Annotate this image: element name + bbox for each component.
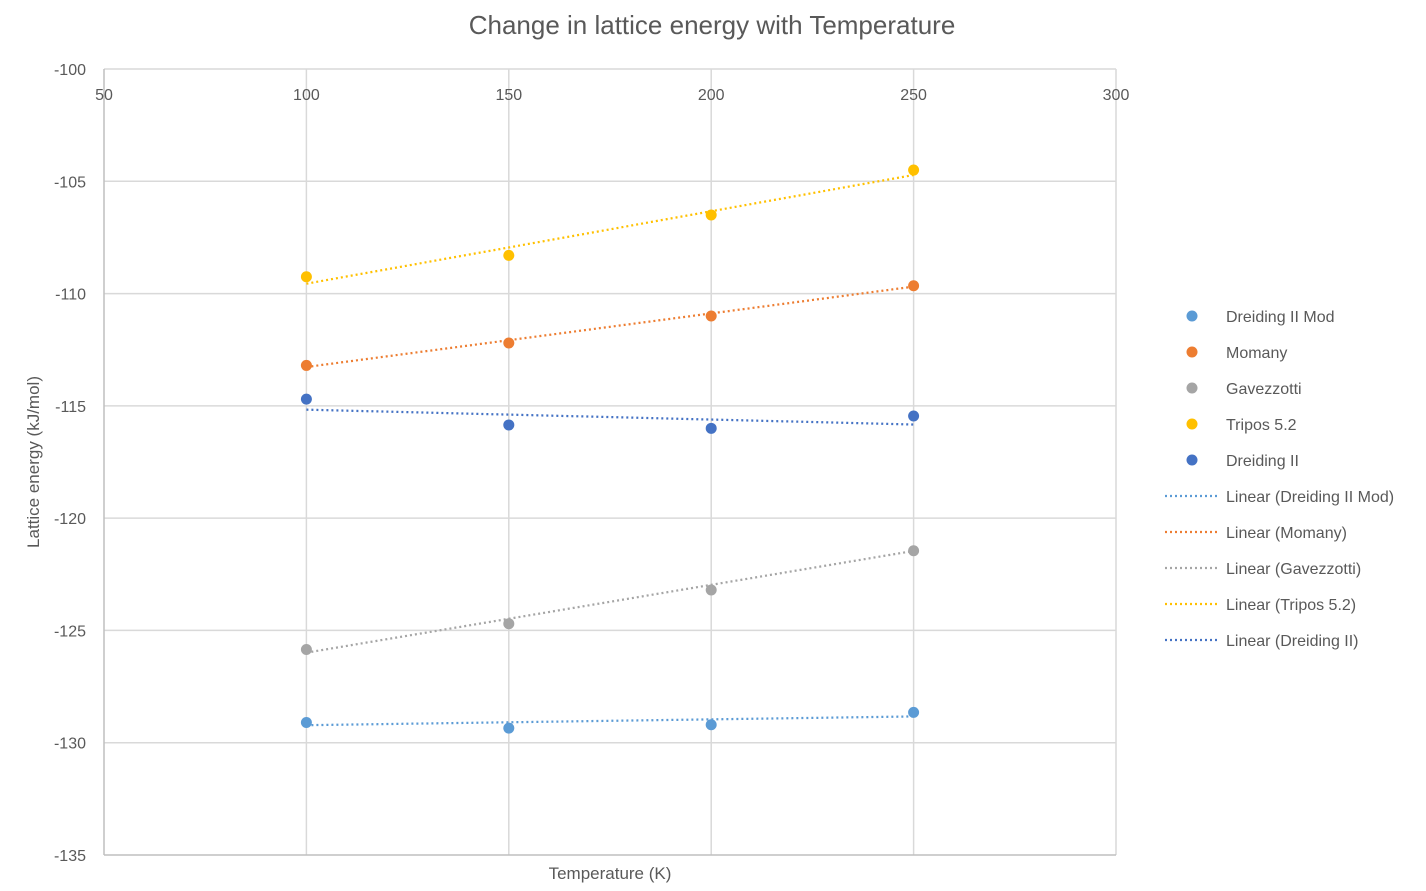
legend-label: Dreiding II xyxy=(1226,453,1299,470)
y-tick-label: -110 xyxy=(55,287,86,304)
data-point xyxy=(705,310,717,322)
legend-label: Dreiding II Mod xyxy=(1226,309,1335,326)
legend-label: Gavezzotti xyxy=(1226,381,1302,398)
y-tick-label: -115 xyxy=(55,399,86,416)
y-tick-label: -125 xyxy=(54,623,86,640)
y-tick-label: -135 xyxy=(54,848,86,865)
data-point xyxy=(705,719,717,731)
x-tick-label: 50 xyxy=(95,87,113,104)
legend-label: Linear (Gavezzotti) xyxy=(1226,561,1361,578)
plot-area: 50 100 150 200 250 300 -100 -105 -110 -115 -120 -12… xyxy=(54,62,1129,865)
data-point xyxy=(908,164,920,176)
legend-label: Linear (Momany) xyxy=(1226,525,1347,542)
x-tick-label: 100 xyxy=(293,87,320,104)
data-point xyxy=(300,644,312,656)
data-point xyxy=(705,422,717,434)
data-point xyxy=(300,717,312,729)
data-point xyxy=(705,584,717,596)
legend-label: Momany xyxy=(1226,345,1287,362)
legend-label: Linear (Dreiding II Mod) xyxy=(1226,489,1394,506)
trendline xyxy=(306,285,914,369)
legend-marker xyxy=(1186,418,1198,430)
data-point xyxy=(503,618,515,630)
data-point xyxy=(300,271,312,283)
data-point xyxy=(503,337,515,349)
data-point xyxy=(300,359,312,371)
data-point xyxy=(908,706,920,718)
chart-title: Change in lattice energy with Temperatur… xyxy=(469,10,956,40)
y-tick-label: -105 xyxy=(54,174,86,191)
data-point xyxy=(705,209,717,221)
legend-marker xyxy=(1186,454,1198,466)
data-point xyxy=(503,722,515,734)
x-tick-label: 150 xyxy=(495,87,522,104)
legend-marker xyxy=(1186,346,1198,358)
trendline xyxy=(306,715,914,727)
legend-marker xyxy=(1186,310,1198,322)
x-tick-label: 200 xyxy=(698,87,725,104)
trendline xyxy=(306,408,914,426)
legend: Dreiding II Mod Momany Gavezzotti Tripos 5.… xyxy=(1165,309,1394,650)
y-tick-label: -100 xyxy=(54,62,86,79)
y-axis-title: Lattice energy (kJ/mol) xyxy=(24,376,43,548)
legend-label: Linear (Dreiding II) xyxy=(1226,633,1359,650)
data-point xyxy=(503,419,515,431)
legend-label: Linear (Tripos 5.2) xyxy=(1226,597,1356,614)
data-point xyxy=(300,393,312,405)
x-tick-label: 250 xyxy=(900,87,927,104)
data-point xyxy=(503,249,515,261)
data-point xyxy=(908,280,920,292)
data-point xyxy=(908,545,920,557)
y-tick-label: -130 xyxy=(54,736,86,753)
x-tick-label: 300 xyxy=(1103,87,1130,104)
x-axis-title: Temperature (K) xyxy=(549,864,672,883)
y-tick-label: -120 xyxy=(54,511,86,528)
data-point xyxy=(908,410,920,422)
legend-marker xyxy=(1186,382,1198,394)
legend-label: Tripos 5.2 xyxy=(1226,417,1297,434)
